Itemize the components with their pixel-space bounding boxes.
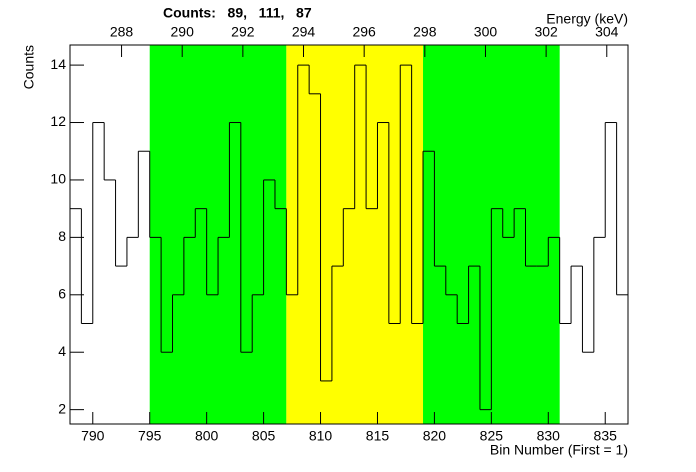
- x2-tick-label: 298: [413, 24, 437, 40]
- axes: 790 795 800 805 810 815 820 825 830 8352468101214…: [50, 24, 618, 444]
- x-tick-label: 790: [81, 428, 105, 444]
- y-tick-label: 2: [58, 400, 66, 416]
- x-tick-label: 810: [309, 428, 333, 444]
- x2-tick-label: 302: [534, 24, 558, 40]
- y-tick-label: 6: [58, 285, 66, 301]
- x2-tick-label: 304: [595, 24, 619, 40]
- x-tick-label: 835: [594, 428, 618, 444]
- histogram: [70, 64, 628, 411]
- x-tick-label: 795: [138, 428, 162, 444]
- x-tick-label: 800: [195, 428, 219, 444]
- y-tick-label: 4: [58, 343, 66, 359]
- x2-tick-label: 294: [292, 24, 316, 40]
- x-tick-label: 825: [480, 428, 504, 444]
- x2-axis-label: Energy (keV): [546, 11, 628, 27]
- x-tick-label: 820: [423, 428, 447, 444]
- x-axis-label: Bin Number (First = 1): [490, 442, 628, 458]
- y-tick-label: 8: [58, 228, 66, 244]
- x-tick-label: 815: [366, 428, 390, 444]
- x2-tick-label: 288: [110, 24, 134, 40]
- y-tick-label: 12: [50, 113, 66, 129]
- x2-tick-label: 290: [171, 24, 195, 40]
- chart-title: Counts: 89, 111, 87: [163, 5, 312, 21]
- x-tick-label: 830: [537, 428, 561, 444]
- y-tick-label: 10: [50, 171, 66, 187]
- x2-tick-label: 300: [474, 24, 498, 40]
- x-tick-label: 805: [252, 428, 276, 444]
- band: [149, 45, 287, 424]
- x2-tick-label: 296: [352, 24, 376, 40]
- y-tick-label: 14: [50, 56, 66, 72]
- y-axis-label: Counts: [21, 45, 37, 89]
- x2-tick-label: 292: [231, 24, 255, 40]
- frame: [69, 44, 629, 425]
